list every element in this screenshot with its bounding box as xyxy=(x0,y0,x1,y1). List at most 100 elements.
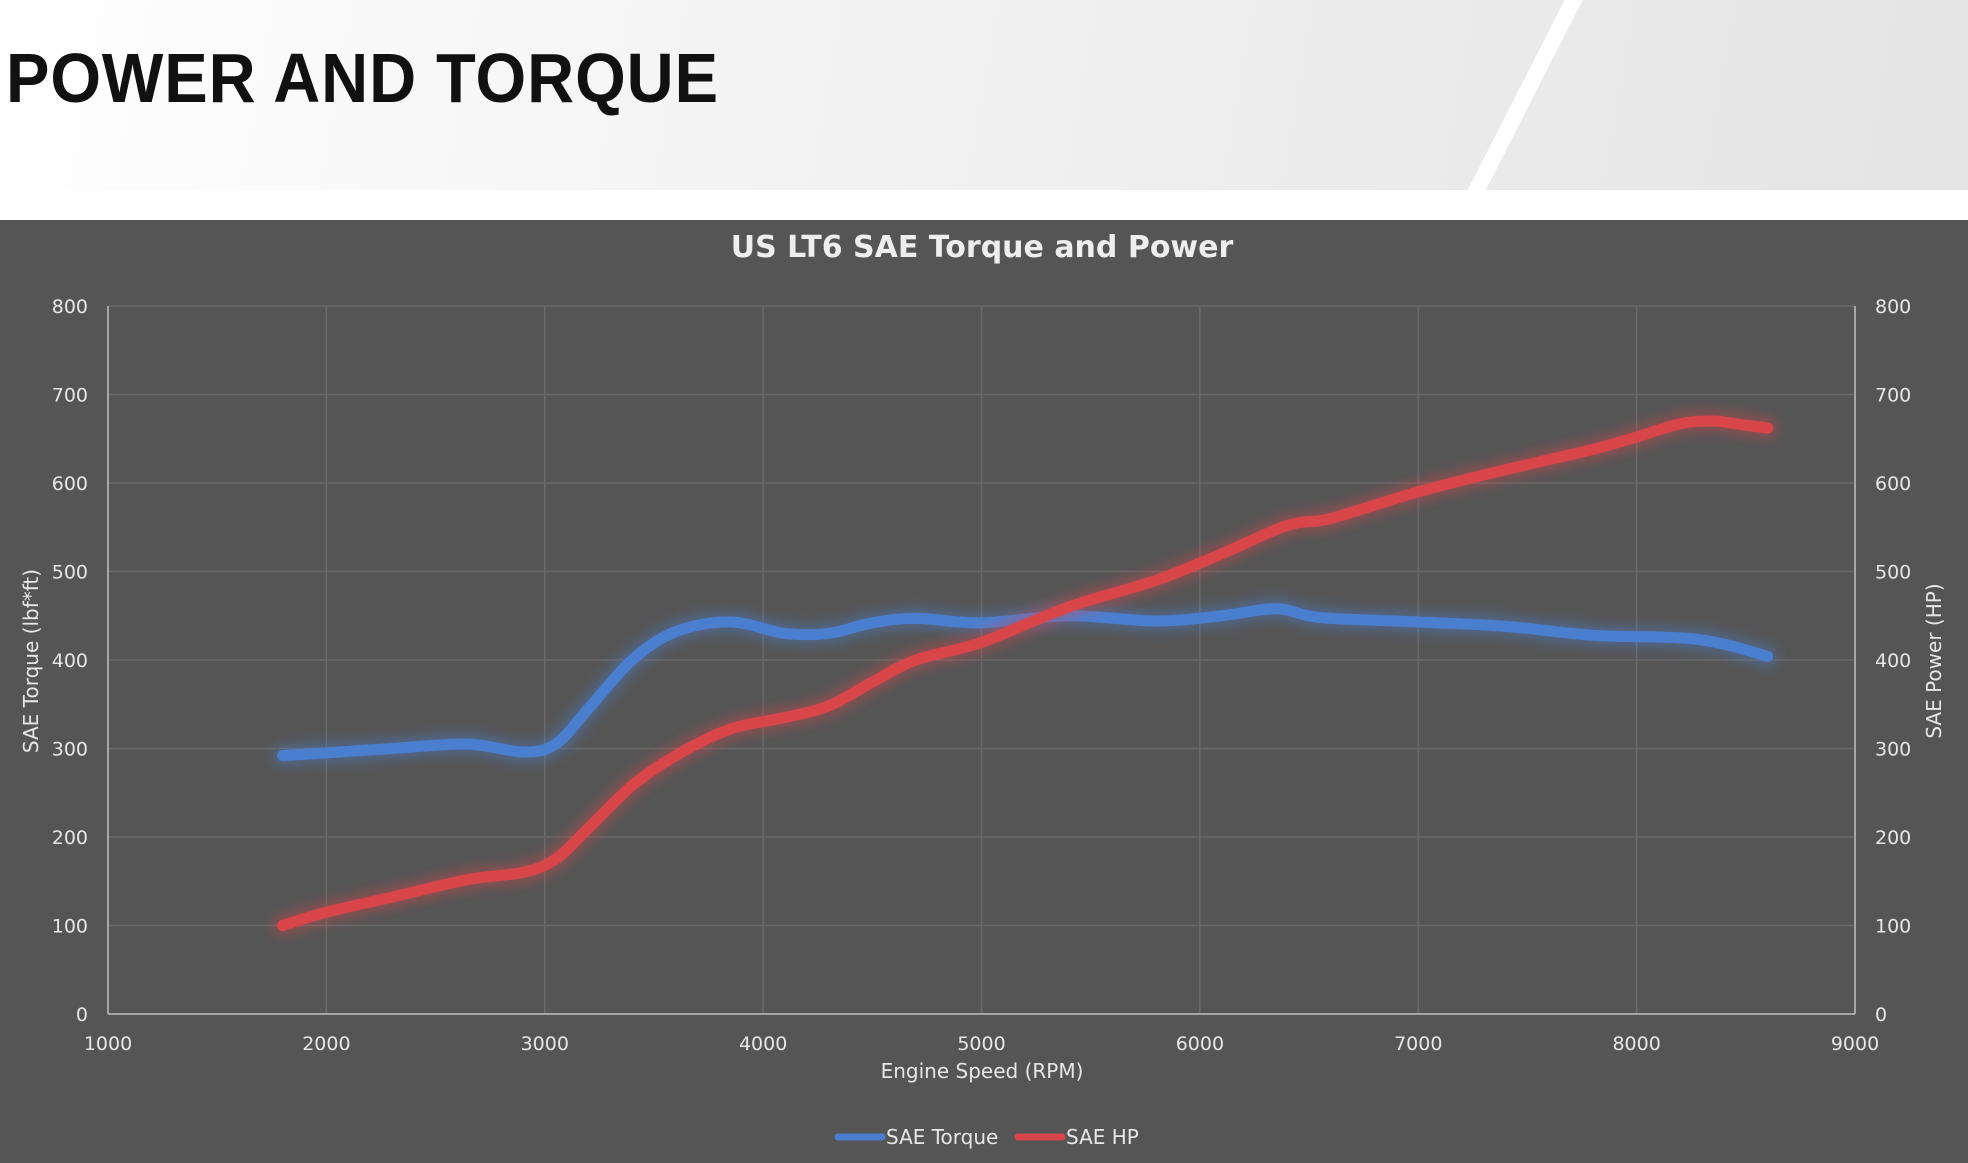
header-bottom-strip xyxy=(0,190,1968,220)
data-point-torque xyxy=(1319,617,1320,618)
data-point-power xyxy=(828,706,829,707)
data-point-power xyxy=(522,872,523,873)
x-tick-label: 7000 xyxy=(1394,1033,1442,1055)
chart-axes xyxy=(107,306,1856,1015)
data-point-power xyxy=(730,729,731,730)
y2-axis-ticks: 0 100 200 300 400 500 600 700 800 xyxy=(1875,296,1911,1026)
y2-tick-label: 200 xyxy=(1875,827,1911,849)
data-point-power xyxy=(1505,469,1506,470)
data-point-power xyxy=(1068,606,1069,607)
y2-tick-label: 500 xyxy=(1875,562,1911,584)
x-tick-label: 2000 xyxy=(302,1033,350,1055)
data-point-power xyxy=(981,642,982,643)
y2-tick-label: 700 xyxy=(1875,385,1911,407)
data-point-torque xyxy=(872,622,873,623)
data-point-torque xyxy=(391,748,392,749)
data-point-torque xyxy=(555,744,556,745)
y2-tick-label: 100 xyxy=(1875,916,1911,938)
data-point-torque xyxy=(981,622,982,623)
x-tick-label: 9000 xyxy=(1831,1033,1879,1055)
y-tick-label: 400 xyxy=(52,650,88,672)
data-point-torque xyxy=(675,631,676,632)
x-tick-label: 5000 xyxy=(957,1033,1005,1055)
data-point-power xyxy=(872,682,873,683)
x-tick-label: 1000 xyxy=(84,1033,132,1055)
y-tick-label: 700 xyxy=(52,385,88,407)
page-header: POWER AND TORQUE xyxy=(0,0,1968,220)
data-point-power xyxy=(1156,580,1157,581)
data-point-power xyxy=(555,859,556,860)
data-point-power xyxy=(588,828,589,829)
y2-tick-label: 400 xyxy=(1875,650,1911,672)
header-decor-stripe xyxy=(1421,0,1603,220)
series-line-torque xyxy=(277,603,1774,762)
data-point-power xyxy=(1636,436,1637,437)
data-point-power xyxy=(1734,423,1735,424)
data-point-power xyxy=(915,660,916,661)
data-point-power xyxy=(675,755,676,756)
x-tick-label: 4000 xyxy=(739,1033,787,1055)
y-tick-label: 0 xyxy=(76,1004,88,1026)
y2-axis-title: SAE Power (HP) xyxy=(1922,583,1946,738)
data-point-power xyxy=(784,717,785,718)
x-axis-ticks: 1000 2000 3000 4000 5000 6000 7000 8000 9000 xyxy=(84,1033,1879,1055)
data-point-torque xyxy=(828,633,829,634)
chart-panel: US LT6 SAE Torque and Power 1000 2000 3000… xyxy=(0,220,1968,1163)
data-point-torque xyxy=(522,752,523,753)
chart-svg: US LT6 SAE Torque and Power 1000 2000 3000… xyxy=(19,230,1946,1149)
legend-label-power: SAE HP xyxy=(1066,1125,1139,1149)
x-tick-label: 8000 xyxy=(1612,1033,1660,1055)
chart-series xyxy=(272,411,1778,936)
data-point-power xyxy=(1287,525,1288,526)
y-axis-title: SAE Torque (lbf*ft) xyxy=(19,569,43,753)
data-point-torque xyxy=(1221,615,1222,616)
data-point-power xyxy=(326,912,327,913)
data-point-torque xyxy=(632,660,633,661)
page-title: POWER AND TORQUE xyxy=(6,39,719,117)
data-point-torque xyxy=(1156,621,1157,622)
y-tick-label: 800 xyxy=(52,296,88,318)
data-point-power xyxy=(1221,553,1222,554)
y-axis-ticks: 0 100 200 300 400 500 600 700 800 xyxy=(52,296,88,1026)
chart-grid xyxy=(107,305,1856,1015)
legend-label-torque: SAE Torque xyxy=(886,1125,998,1149)
data-point-torque xyxy=(1505,626,1506,627)
data-point-torque xyxy=(282,755,283,756)
y-tick-label: 100 xyxy=(52,916,88,938)
series-glow-power xyxy=(272,411,1778,936)
data-point-torque xyxy=(468,744,469,745)
data-point-power xyxy=(1767,428,1768,429)
data-point-torque xyxy=(915,618,916,619)
y2-tick-label: 800 xyxy=(1875,296,1911,318)
x-axis-title: Engine Speed (RPM) xyxy=(881,1059,1084,1083)
data-point-torque xyxy=(1592,635,1593,636)
chart-legend: SAE Torque SAE HP xyxy=(834,1125,1139,1149)
chart-title: US LT6 SAE Torque and Power xyxy=(731,230,1234,265)
y-tick-label: 200 xyxy=(52,827,88,849)
data-point-power xyxy=(1592,449,1593,450)
data-point-power xyxy=(1680,423,1681,424)
data-point-torque xyxy=(1276,608,1277,609)
data-point-torque xyxy=(730,621,731,622)
data-point-torque xyxy=(588,708,589,709)
data-point-power xyxy=(1713,421,1714,422)
data-point-torque xyxy=(784,633,785,634)
data-point-torque xyxy=(1680,637,1681,638)
data-point-power xyxy=(468,879,469,880)
data-point-torque xyxy=(1767,656,1768,657)
data-point-power xyxy=(632,785,633,786)
x-tick-label: 3000 xyxy=(521,1033,569,1055)
data-point-power xyxy=(1418,491,1419,492)
data-point-torque xyxy=(326,752,327,753)
y-tick-label: 300 xyxy=(52,739,88,761)
data-point-power xyxy=(1330,518,1331,519)
y2-tick-label: 600 xyxy=(1875,473,1911,495)
data-point-torque xyxy=(1418,621,1419,622)
y-tick-label: 500 xyxy=(52,562,88,584)
y2-tick-label: 300 xyxy=(1875,739,1911,761)
x-tick-label: 6000 xyxy=(1176,1033,1224,1055)
y2-tick-label: 0 xyxy=(1875,1004,1887,1026)
series-line-power xyxy=(277,415,1774,931)
data-point-power xyxy=(391,897,392,898)
data-point-power xyxy=(282,925,283,926)
